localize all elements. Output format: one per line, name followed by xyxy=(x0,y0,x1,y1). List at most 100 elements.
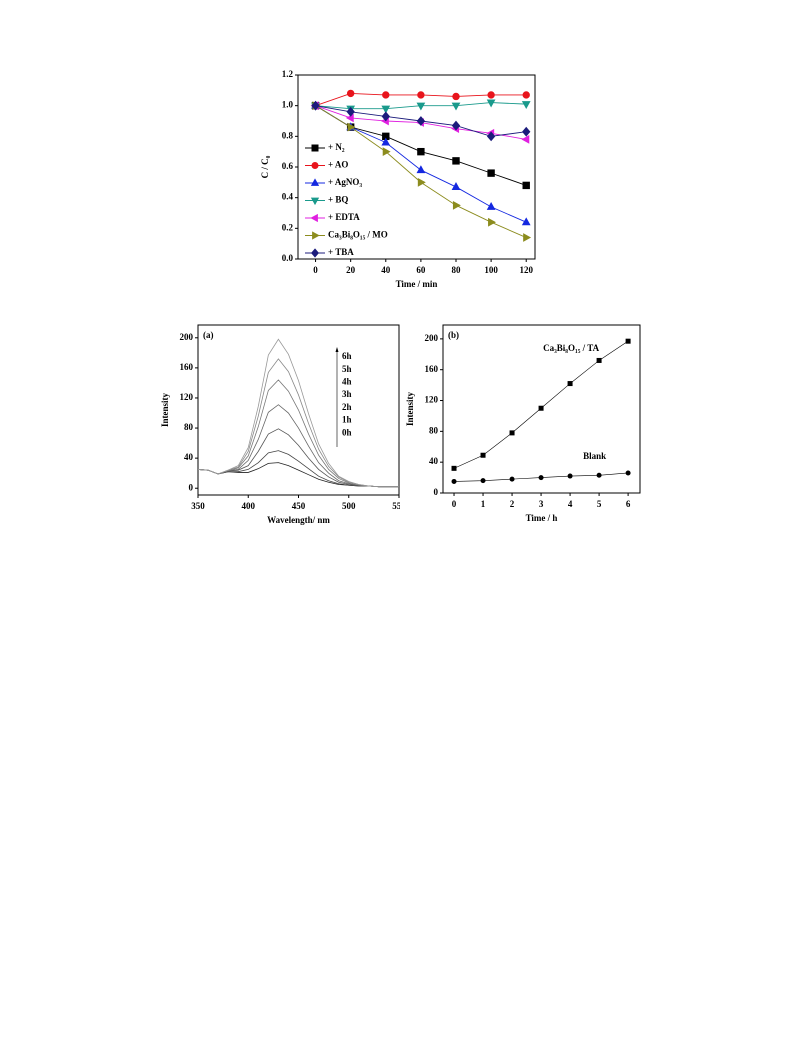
legend-label: + TBA xyxy=(328,247,354,257)
marker xyxy=(311,248,319,258)
marker xyxy=(381,105,391,114)
legend-label: 2h xyxy=(342,402,352,412)
marker xyxy=(486,201,496,210)
x-tick-label: 3 xyxy=(539,499,544,509)
x-tick-label: 5 xyxy=(597,499,602,509)
x-tick-label: 550 xyxy=(392,501,406,511)
marker xyxy=(346,106,355,117)
marker xyxy=(347,122,356,132)
marker xyxy=(416,116,426,126)
series-label: Ca₃Bi₈O₁₅ / TA xyxy=(543,343,599,353)
legend-label: 3h xyxy=(342,389,352,399)
marker xyxy=(596,357,602,363)
marker xyxy=(567,473,573,479)
marker xyxy=(509,430,515,436)
marker xyxy=(416,102,426,111)
marker xyxy=(345,113,354,123)
marker xyxy=(509,476,515,482)
marker xyxy=(452,92,460,101)
marker xyxy=(310,178,320,186)
chart-quenching: 0.0 0.2 0.4 0.6 0.8 1.0 1.2 0 20 40 60 80 100 120 Time… xyxy=(260,69,536,289)
legend-label: + AgNO₃ xyxy=(328,177,362,187)
x-tick-label: 120 xyxy=(519,265,533,275)
marker xyxy=(486,99,496,108)
x-tick-label: 40 xyxy=(381,265,391,275)
y-tick-label: 40 xyxy=(429,456,439,466)
y-tick-label: 120 xyxy=(180,392,194,402)
marker xyxy=(451,120,461,131)
legend-label: + N₂ xyxy=(328,142,345,152)
y-tick-label: 1.2 xyxy=(282,69,294,79)
x-tick-label: 0 xyxy=(452,499,457,509)
marker xyxy=(451,102,461,111)
marker xyxy=(522,181,530,190)
y-tick-label: 160 xyxy=(425,364,439,374)
marker xyxy=(538,405,544,411)
marker xyxy=(417,177,426,187)
marker xyxy=(521,135,530,144)
marker xyxy=(451,182,461,190)
marker xyxy=(523,233,532,242)
legend-arrowhead xyxy=(335,347,339,352)
marker xyxy=(416,165,426,174)
marker xyxy=(452,157,460,165)
chart-intensity: 0 40 80 120 160 200 0 1 2 3 4 5 6 Time / h Intensity (b… xyxy=(405,324,641,523)
series-line xyxy=(197,462,399,488)
series-line xyxy=(197,428,399,488)
marker xyxy=(451,465,457,471)
marker xyxy=(346,89,355,98)
legend-label: 0h xyxy=(342,427,352,437)
marker xyxy=(486,131,496,142)
x-tick-label: 80 xyxy=(452,265,462,275)
y-axis-label: C / C₀ xyxy=(260,155,270,178)
legend-label: + EDTA xyxy=(328,212,360,222)
x-tick-label: 1 xyxy=(481,499,486,509)
legend-label: + AO xyxy=(328,160,348,170)
panel-label: (a) xyxy=(203,330,214,340)
x-tick-label: 450 xyxy=(292,501,306,511)
series-label: Blank xyxy=(583,451,606,461)
marker xyxy=(521,217,531,226)
marker xyxy=(522,91,530,99)
y-axis-label: Intensity xyxy=(405,392,415,427)
legend-label: 4h xyxy=(342,376,352,386)
legend-label: + BQ xyxy=(328,195,348,205)
x-tick-label: 20 xyxy=(346,265,356,275)
x-tick-label: 400 xyxy=(242,501,256,511)
marker xyxy=(381,111,390,122)
marker xyxy=(521,101,531,110)
y-tick-label: 0.8 xyxy=(282,130,294,140)
legend-label: 1h xyxy=(342,415,352,425)
y-tick-label: 0.4 xyxy=(282,192,294,202)
marker xyxy=(451,478,457,484)
series-line xyxy=(453,340,629,469)
x-tick-label: 60 xyxy=(416,265,426,275)
y-tick-label: 0.0 xyxy=(282,253,294,263)
y-tick-label: 80 xyxy=(429,425,439,435)
marker xyxy=(311,162,319,169)
chart-spectra: 0 40 80 120 160 200 350 400 450 500 550 Wavelength/… xyxy=(160,324,406,525)
marker xyxy=(381,137,391,146)
marker xyxy=(625,470,631,476)
x-axis-label: Time / h xyxy=(526,513,558,523)
legend-label: 6h xyxy=(342,351,352,361)
marker xyxy=(311,144,319,152)
x-tick-label: 350 xyxy=(191,501,205,511)
y-tick-label: 120 xyxy=(425,395,439,405)
y-tick-label: 1.0 xyxy=(282,100,294,110)
legend-label: 5h xyxy=(342,364,352,374)
y-tick-label: 0 xyxy=(189,482,194,492)
y-axis-label: Intensity xyxy=(160,393,170,428)
marker xyxy=(310,213,318,223)
x-tick-label: 100 xyxy=(484,265,498,275)
marker xyxy=(382,91,390,99)
marker xyxy=(480,452,486,458)
y-tick-label: 0 xyxy=(434,487,439,497)
y-tick-label: 0.2 xyxy=(282,222,294,232)
marker xyxy=(567,381,573,387)
x-tick-label: 2 xyxy=(510,499,515,509)
marker xyxy=(310,197,320,206)
marker xyxy=(487,169,495,177)
marker xyxy=(311,100,320,111)
